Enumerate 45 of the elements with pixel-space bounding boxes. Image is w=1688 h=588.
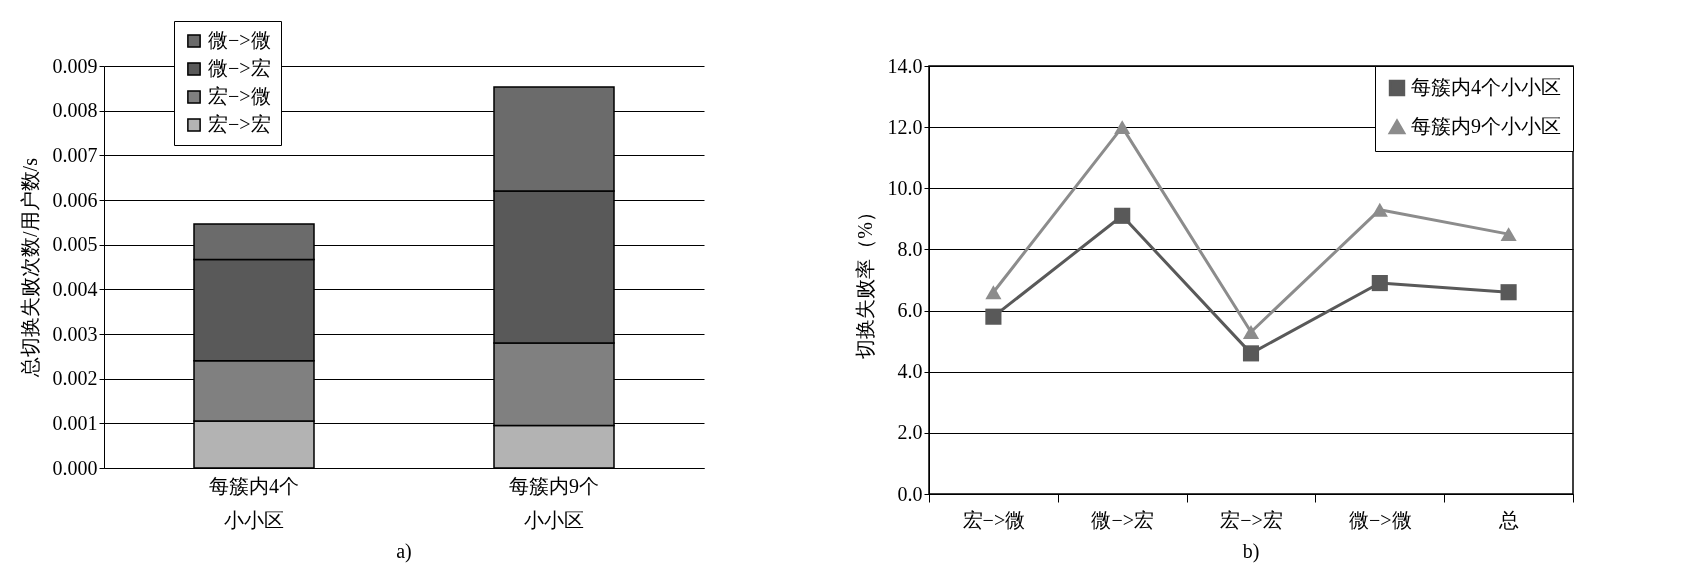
- text: a): [396, 540, 412, 563]
- legend-label: 宏−>宏: [208, 113, 271, 135]
- x-tick-label: 微−>微: [1349, 508, 1412, 531]
- point: [1371, 275, 1388, 292]
- y-tick-label: 4.0: [897, 360, 923, 383]
- y-tick-label: 2.0: [897, 421, 923, 444]
- y-tick-label: 0.004: [52, 277, 98, 300]
- y-tick-label: 0.005: [52, 233, 98, 256]
- y-tick-label: 0.001: [52, 411, 98, 434]
- x-tick-label: 总: [1498, 508, 1520, 531]
- y-tick-label: 0.008: [52, 99, 98, 122]
- y-tick-label: 0.007: [52, 143, 98, 166]
- point: [1500, 227, 1517, 242]
- point: [1114, 207, 1131, 224]
- legend-label: 微−>宏: [208, 57, 271, 79]
- point: [1500, 284, 1517, 301]
- y-tick-label: 8.0: [897, 237, 923, 260]
- y-axis-title: 切换失败率（%）: [853, 202, 876, 359]
- x-tick-label: 宏−>微: [962, 508, 1026, 531]
- y-tick-label: 14.0: [887, 54, 923, 77]
- point: [1242, 345, 1260, 362]
- y-tick-label: 0.000: [52, 456, 98, 479]
- x-tick-label: 宏−>宏: [1220, 508, 1283, 531]
- y-tick-label: 0.006: [52, 188, 98, 211]
- x-tick-label: 每簇内4个小小区: [209, 474, 299, 531]
- y-tick-label: 0.003: [52, 322, 98, 345]
- y-tick-label: 10.0: [887, 176, 923, 199]
- point: [985, 285, 1002, 300]
- point: [985, 308, 1002, 325]
- y-tick-label: 0.0: [897, 482, 923, 505]
- y-tick-label: 6.0: [897, 299, 923, 322]
- y-tick-label: 0.009: [52, 54, 98, 77]
- legend-label: 每簇内9个小小区: [1411, 115, 1561, 137]
- legend-label: 每簇内4个小小区: [1411, 76, 1561, 98]
- point: [1242, 324, 1260, 339]
- x-tick-label: 每簇内9个小小区: [509, 474, 599, 531]
- point: [1114, 120, 1131, 135]
- text: b): [1242, 540, 1260, 563]
- y-axis-title: 总切换失败次数/用户数/s: [18, 157, 41, 378]
- legend-label: 微−>微: [208, 29, 271, 51]
- legend-label: 宏−>微: [208, 85, 271, 107]
- x-tick-label: 微−>宏: [1091, 508, 1154, 531]
- point: [1371, 202, 1388, 217]
- y-tick-label: 12.0: [887, 115, 923, 138]
- y-tick-label: 0.002: [52, 367, 98, 390]
